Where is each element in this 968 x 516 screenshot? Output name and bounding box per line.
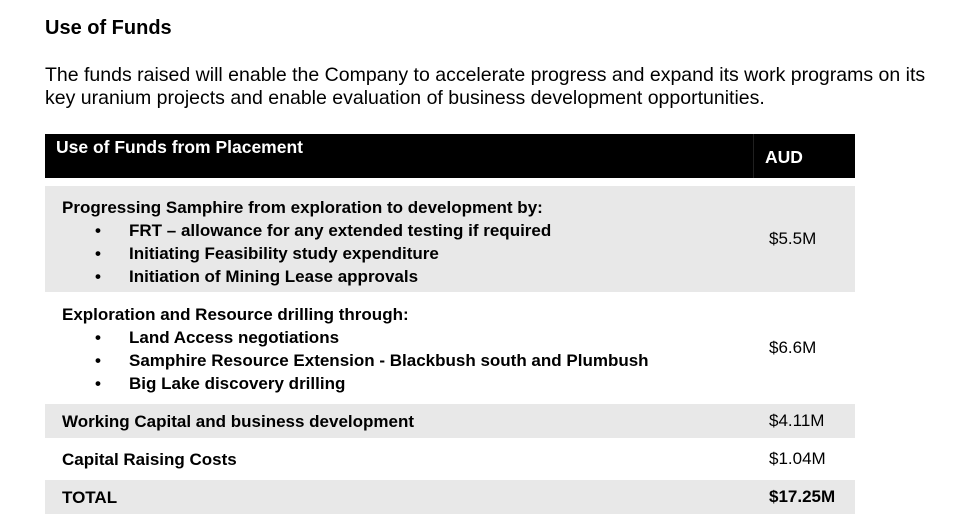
total-row: TOTAL $17.25M: [45, 480, 855, 514]
bullet-text: Big Lake discovery drilling: [129, 374, 346, 393]
bullet-item: • Land Access negotiations: [62, 326, 753, 349]
row-title: Exploration and Resource drilling throug…: [62, 305, 409, 324]
bullet-item: • Big Lake discovery drilling: [62, 372, 753, 395]
intro-paragraph: The funds raised will enable the Company…: [45, 64, 926, 109]
section-heading: Use of Funds: [45, 17, 172, 39]
bullet-text: FRT – allowance for any extended testing…: [129, 221, 552, 240]
table-row: Progressing Samphire from exploration to…: [45, 186, 855, 296]
bullet-icon: •: [95, 221, 101, 240]
table-row: Capital Raising Costs $1.04M: [45, 442, 855, 480]
use-of-funds-table: Use of Funds from Placement AUD Progress…: [45, 134, 855, 514]
header-amount: AUD: [753, 134, 855, 178]
bullet-item: • Initiating Feasibility study expenditur…: [62, 242, 753, 265]
table-header-row: Use of Funds from Placement AUD: [45, 134, 855, 186]
bullet-text: Land Access negotiations: [129, 328, 340, 347]
row-title: Capital Raising Costs: [62, 449, 237, 469]
row-amount: $6.6M: [769, 338, 817, 357]
bullet-text: Samphire Resource Extension - Blackbush …: [129, 351, 649, 370]
bullet-item: • Samphire Resource Extension - Blackbush…: [62, 349, 753, 372]
table-row: Exploration and Resource drilling throug…: [45, 296, 855, 404]
bullet-icon: •: [95, 351, 101, 370]
bullet-icon: •: [95, 267, 101, 286]
bullet-text: Initiating Feasibility study expenditure: [129, 244, 439, 263]
total-amount: $17.25M: [769, 487, 836, 506]
row-title: Working Capital and business development: [62, 411, 415, 431]
bullet-item: • Initiation of Mining Lease approvals: [62, 265, 753, 288]
bullet-list: • Land Access negotiations • Samphire Reso…: [62, 326, 753, 395]
row-description: Progressing Samphire from exploration to…: [45, 186, 753, 292]
table-row: Working Capital and business development…: [45, 404, 855, 442]
row-description: Exploration and Resource drilling throug…: [45, 296, 753, 400]
row-amount: $5.5M: [769, 229, 817, 248]
bullet-item: • FRT – allowance for any extended testin…: [62, 219, 753, 242]
row-description: Working Capital and business development: [45, 404, 753, 438]
row-description: Capital Raising Costs: [45, 442, 753, 476]
bullet-icon: •: [95, 244, 101, 263]
row-amount: $4.11M: [769, 411, 825, 430]
row-amount: $1.04M: [769, 449, 826, 468]
total-label: TOTAL: [62, 487, 118, 507]
bullet-text: Initiation of Mining Lease approvals: [129, 267, 419, 286]
bullet-icon: •: [95, 374, 101, 393]
row-description: TOTAL: [45, 480, 753, 514]
row-title: Progressing Samphire from exploration to…: [62, 198, 543, 217]
bullet-list: • FRT – allowance for any extended testin…: [62, 219, 753, 288]
bullet-icon: •: [95, 328, 101, 347]
header-description: Use of Funds from Placement: [56, 137, 303, 157]
